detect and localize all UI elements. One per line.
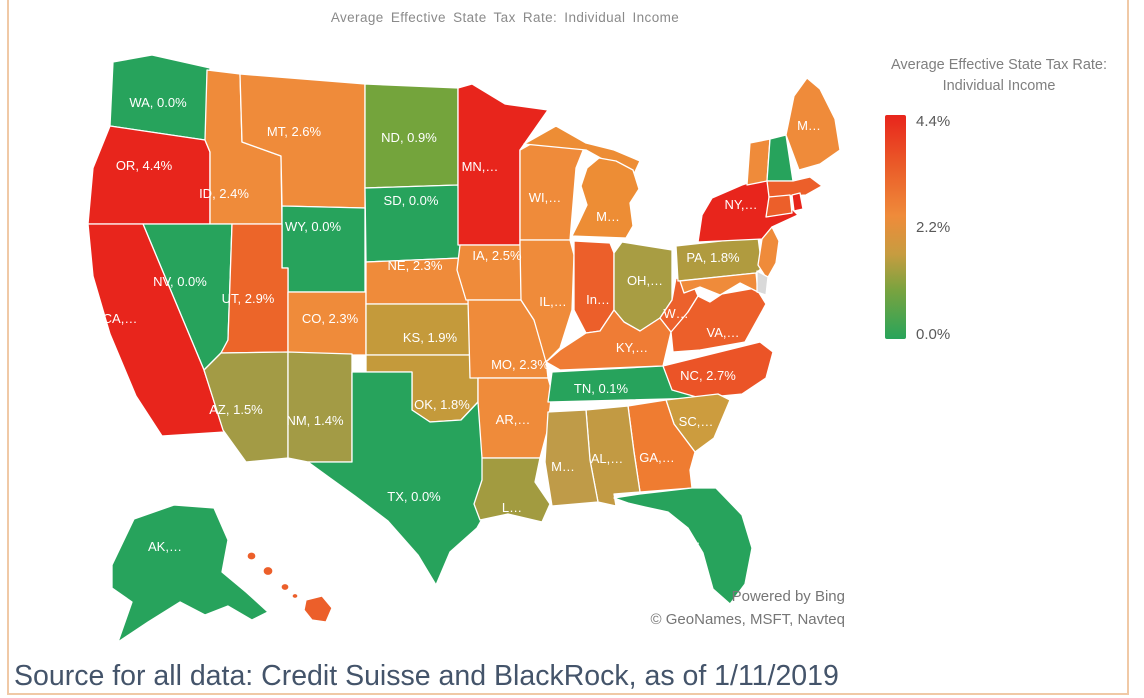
state-hi-island[interactable] xyxy=(280,582,290,592)
legend-title: Average Effective State Tax Rate: Indivi… xyxy=(868,55,1130,97)
source-note: Source for all data: Credit Suisse and B… xyxy=(14,660,839,692)
state-label-az: AZ, 1.5% xyxy=(209,402,263,417)
state-label-co: CO, 2.3% xyxy=(302,311,359,326)
legend-title-line1: Average Effective State Tax Rate: xyxy=(890,57,1108,73)
state-label-al: AL,… xyxy=(591,451,624,466)
state-label-sd: SD, 0.0% xyxy=(384,193,439,208)
state-hi-island[interactable] xyxy=(262,565,274,577)
legend-title-line2: Individual Income xyxy=(942,78,1056,95)
state-md[interactable] xyxy=(679,272,759,296)
legend: Average Effective State Tax Rate: Indivi… xyxy=(868,55,1130,365)
state-label-va: VA,… xyxy=(707,325,740,340)
state-fl[interactable] xyxy=(613,487,753,605)
state-label-ny: NY,… xyxy=(725,197,758,212)
state-label-me: M… xyxy=(797,118,821,133)
state-label-la: L… xyxy=(502,500,522,515)
state-label-ne: NE, 2.3% xyxy=(388,258,443,273)
state-me[interactable] xyxy=(785,77,841,171)
state-label-ok: OK, 1.8% xyxy=(414,397,470,412)
state-vt[interactable] xyxy=(746,138,771,186)
state-label-mi: M… xyxy=(596,209,620,224)
state-label-ut: UT, 2.9% xyxy=(222,291,275,306)
map-attribution: Powered by Bing © GeoNames, MSFT, Navteq xyxy=(560,586,845,631)
state-label-wy: WY, 0.0% xyxy=(285,219,342,234)
state-label-ga: GA,… xyxy=(639,450,674,465)
state-ca[interactable] xyxy=(87,223,225,437)
legend-mid-label: 2.2% xyxy=(916,219,951,237)
state-nc[interactable] xyxy=(662,341,774,399)
legend-max-label: 4.4% xyxy=(916,113,951,131)
state-label-ia: IA, 2.5% xyxy=(472,248,522,263)
state-label-ar: AR,… xyxy=(496,412,531,427)
state-label-nd: ND, 0.9% xyxy=(381,130,437,145)
state-label-pa: PA, 1.8% xyxy=(686,250,740,265)
state-ri[interactable] xyxy=(791,192,804,212)
state-label-tn: TN, 0.1% xyxy=(574,381,629,396)
state-label-in: In… xyxy=(586,292,610,307)
state-label-wi: WI,… xyxy=(529,190,562,205)
state-label-il: IL,… xyxy=(539,294,566,309)
state-de[interactable] xyxy=(756,270,769,296)
state-hi-island[interactable] xyxy=(291,592,299,600)
state-label-mn: MN,… xyxy=(462,159,499,174)
state-label-wv: W… xyxy=(663,306,688,321)
state-label-wa: WA, 0.0% xyxy=(129,95,187,110)
state-label-ks: KS, 1.9% xyxy=(403,330,458,345)
state-ms[interactable] xyxy=(544,409,599,507)
legend-body: 4.4% 2.2% 0.0% xyxy=(868,113,1130,365)
state-labels: WA, 0.0% OR, 4.4% MT, 2.6% ID, 2.4% WY, … xyxy=(103,95,821,554)
state-il[interactable] xyxy=(519,239,575,363)
state-label-ky: KY,… xyxy=(616,340,648,355)
state-label-fl: F… xyxy=(680,532,701,547)
state-ct[interactable] xyxy=(765,194,793,218)
legend-gradient-bar xyxy=(885,115,906,340)
state-label-ak: AK,… xyxy=(148,539,182,554)
state-label-sc: SC,… xyxy=(679,414,714,429)
state-ak[interactable] xyxy=(111,504,269,643)
state-ar[interactable] xyxy=(477,377,553,459)
state-hi-island[interactable] xyxy=(246,551,257,561)
state-nm[interactable] xyxy=(287,351,353,463)
state-or[interactable] xyxy=(87,125,211,225)
state-label-ca: CA,… xyxy=(103,311,138,326)
state-label-nc: NC, 2.7% xyxy=(680,368,736,383)
chart-title: Average Effective State Tax Rate: Indivi… xyxy=(330,10,680,25)
state-label-tx: TX, 0.0% xyxy=(387,489,441,504)
state-label-mo: MO, 2.3% xyxy=(491,357,549,372)
state-shapes xyxy=(87,54,841,643)
state-label-mt: MT, 2.6% xyxy=(267,124,322,139)
state-label-oh: OH,… xyxy=(627,273,663,288)
state-ut[interactable] xyxy=(220,223,289,354)
state-label-nv: NV, 0.0% xyxy=(153,274,207,289)
state-la[interactable] xyxy=(473,457,551,523)
state-hi-island[interactable] xyxy=(303,595,333,623)
state-label-nm: NM, 1.4% xyxy=(286,413,344,428)
geodata-copyright: © GeoNames, MSFT, Navteq xyxy=(650,610,845,628)
bing-attribution: Powered by Bing xyxy=(731,588,845,605)
state-mi[interactable] xyxy=(571,157,640,239)
state-label-ms: M… xyxy=(551,459,575,474)
legend-min-label: 0.0% xyxy=(916,326,951,344)
state-label-or: OR, 4.4% xyxy=(116,158,173,173)
state-label-id: ID, 2.4% xyxy=(199,186,249,201)
state-nj[interactable] xyxy=(757,226,780,280)
